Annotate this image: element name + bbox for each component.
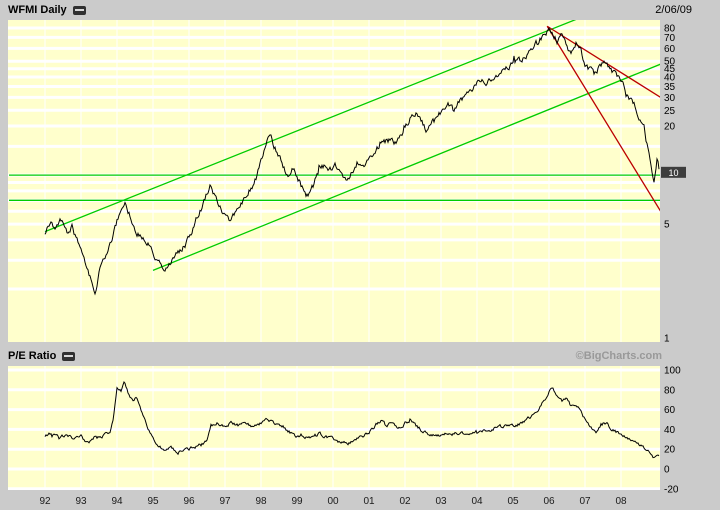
y-axis-tick-label: 35: [664, 82, 676, 93]
x-axis-label: 94: [111, 496, 123, 507]
trendline-green: [152, 63, 660, 272]
trendlines-group: [9, 20, 660, 272]
x-axis-label: 97: [219, 496, 231, 507]
last-price-highlight: [661, 166, 686, 178]
y-axis-tick-label: 60: [664, 44, 676, 55]
pe-y-tick-label: -20: [664, 484, 679, 495]
x-axis-label: 93: [75, 496, 87, 507]
price-line: [44, 27, 660, 296]
collapse-panel-icon[interactable]: [72, 5, 86, 15]
x-axis-label: 96: [183, 496, 195, 507]
pe-title: P/E Ratio: [8, 350, 57, 362]
pe-y-tick-label: 0: [664, 465, 670, 476]
last-price-label: 10: [668, 168, 678, 178]
pe-y-tick-label: 40: [664, 425, 676, 436]
x-axis-label: 99: [291, 496, 303, 507]
trendline-green: [44, 20, 577, 233]
bigcharts-watermark: ©BigCharts.com: [575, 350, 662, 362]
y-axis-tick-label: 50: [664, 57, 676, 68]
y-axis-tick-label: 40: [664, 73, 676, 84]
pe-y-tick-label: 100: [664, 366, 681, 377]
x-axis-label: 95: [147, 496, 159, 507]
y-axis-tick-label: 80: [664, 23, 676, 34]
symbol-title: WFMI Daily: [8, 4, 67, 16]
y-axis-tick-label: 45: [664, 64, 676, 75]
y-axis-tick-label: 30: [664, 93, 676, 104]
x-axis-label: 08: [615, 496, 627, 507]
x-axis-label: 07: [579, 496, 591, 507]
x-axis-label: 05: [507, 496, 519, 507]
y-axis-tick-label: 70: [664, 33, 676, 44]
x-axis-label: 01: [363, 496, 375, 507]
y-axis-tick-label: 20: [664, 122, 676, 133]
chart-date: 2/06/09: [655, 4, 692, 16]
collapse-pe-panel-icon[interactable]: [62, 351, 76, 361]
price-chart-header: WFMI Daily 2/06/09: [8, 2, 712, 18]
x-axis-label: 06: [543, 496, 555, 507]
x-axis-label: 92: [39, 496, 51, 507]
x-axis-label: 00: [327, 496, 339, 507]
y-axis-tick-label: 25: [664, 106, 676, 117]
x-axis-label: 02: [399, 496, 411, 507]
trendline-red: [546, 25, 660, 212]
pe-panel-gridlines: [8, 366, 660, 490]
pe-line: [44, 380, 660, 459]
pe-chart-header: P/E Ratio ©BigCharts.com: [8, 348, 712, 364]
y-axis-tick-label: 5: [664, 220, 670, 231]
x-axis-label: 98: [255, 496, 267, 507]
pe-y-tick-label: 80: [664, 385, 676, 396]
pe-y-tick-label: 20: [664, 445, 676, 456]
y-axis-tick-label: 1: [664, 334, 670, 345]
pe-y-tick-label: 60: [664, 405, 676, 416]
x-axis-label: 03: [435, 496, 447, 507]
x-axis-label: 04: [471, 496, 483, 507]
